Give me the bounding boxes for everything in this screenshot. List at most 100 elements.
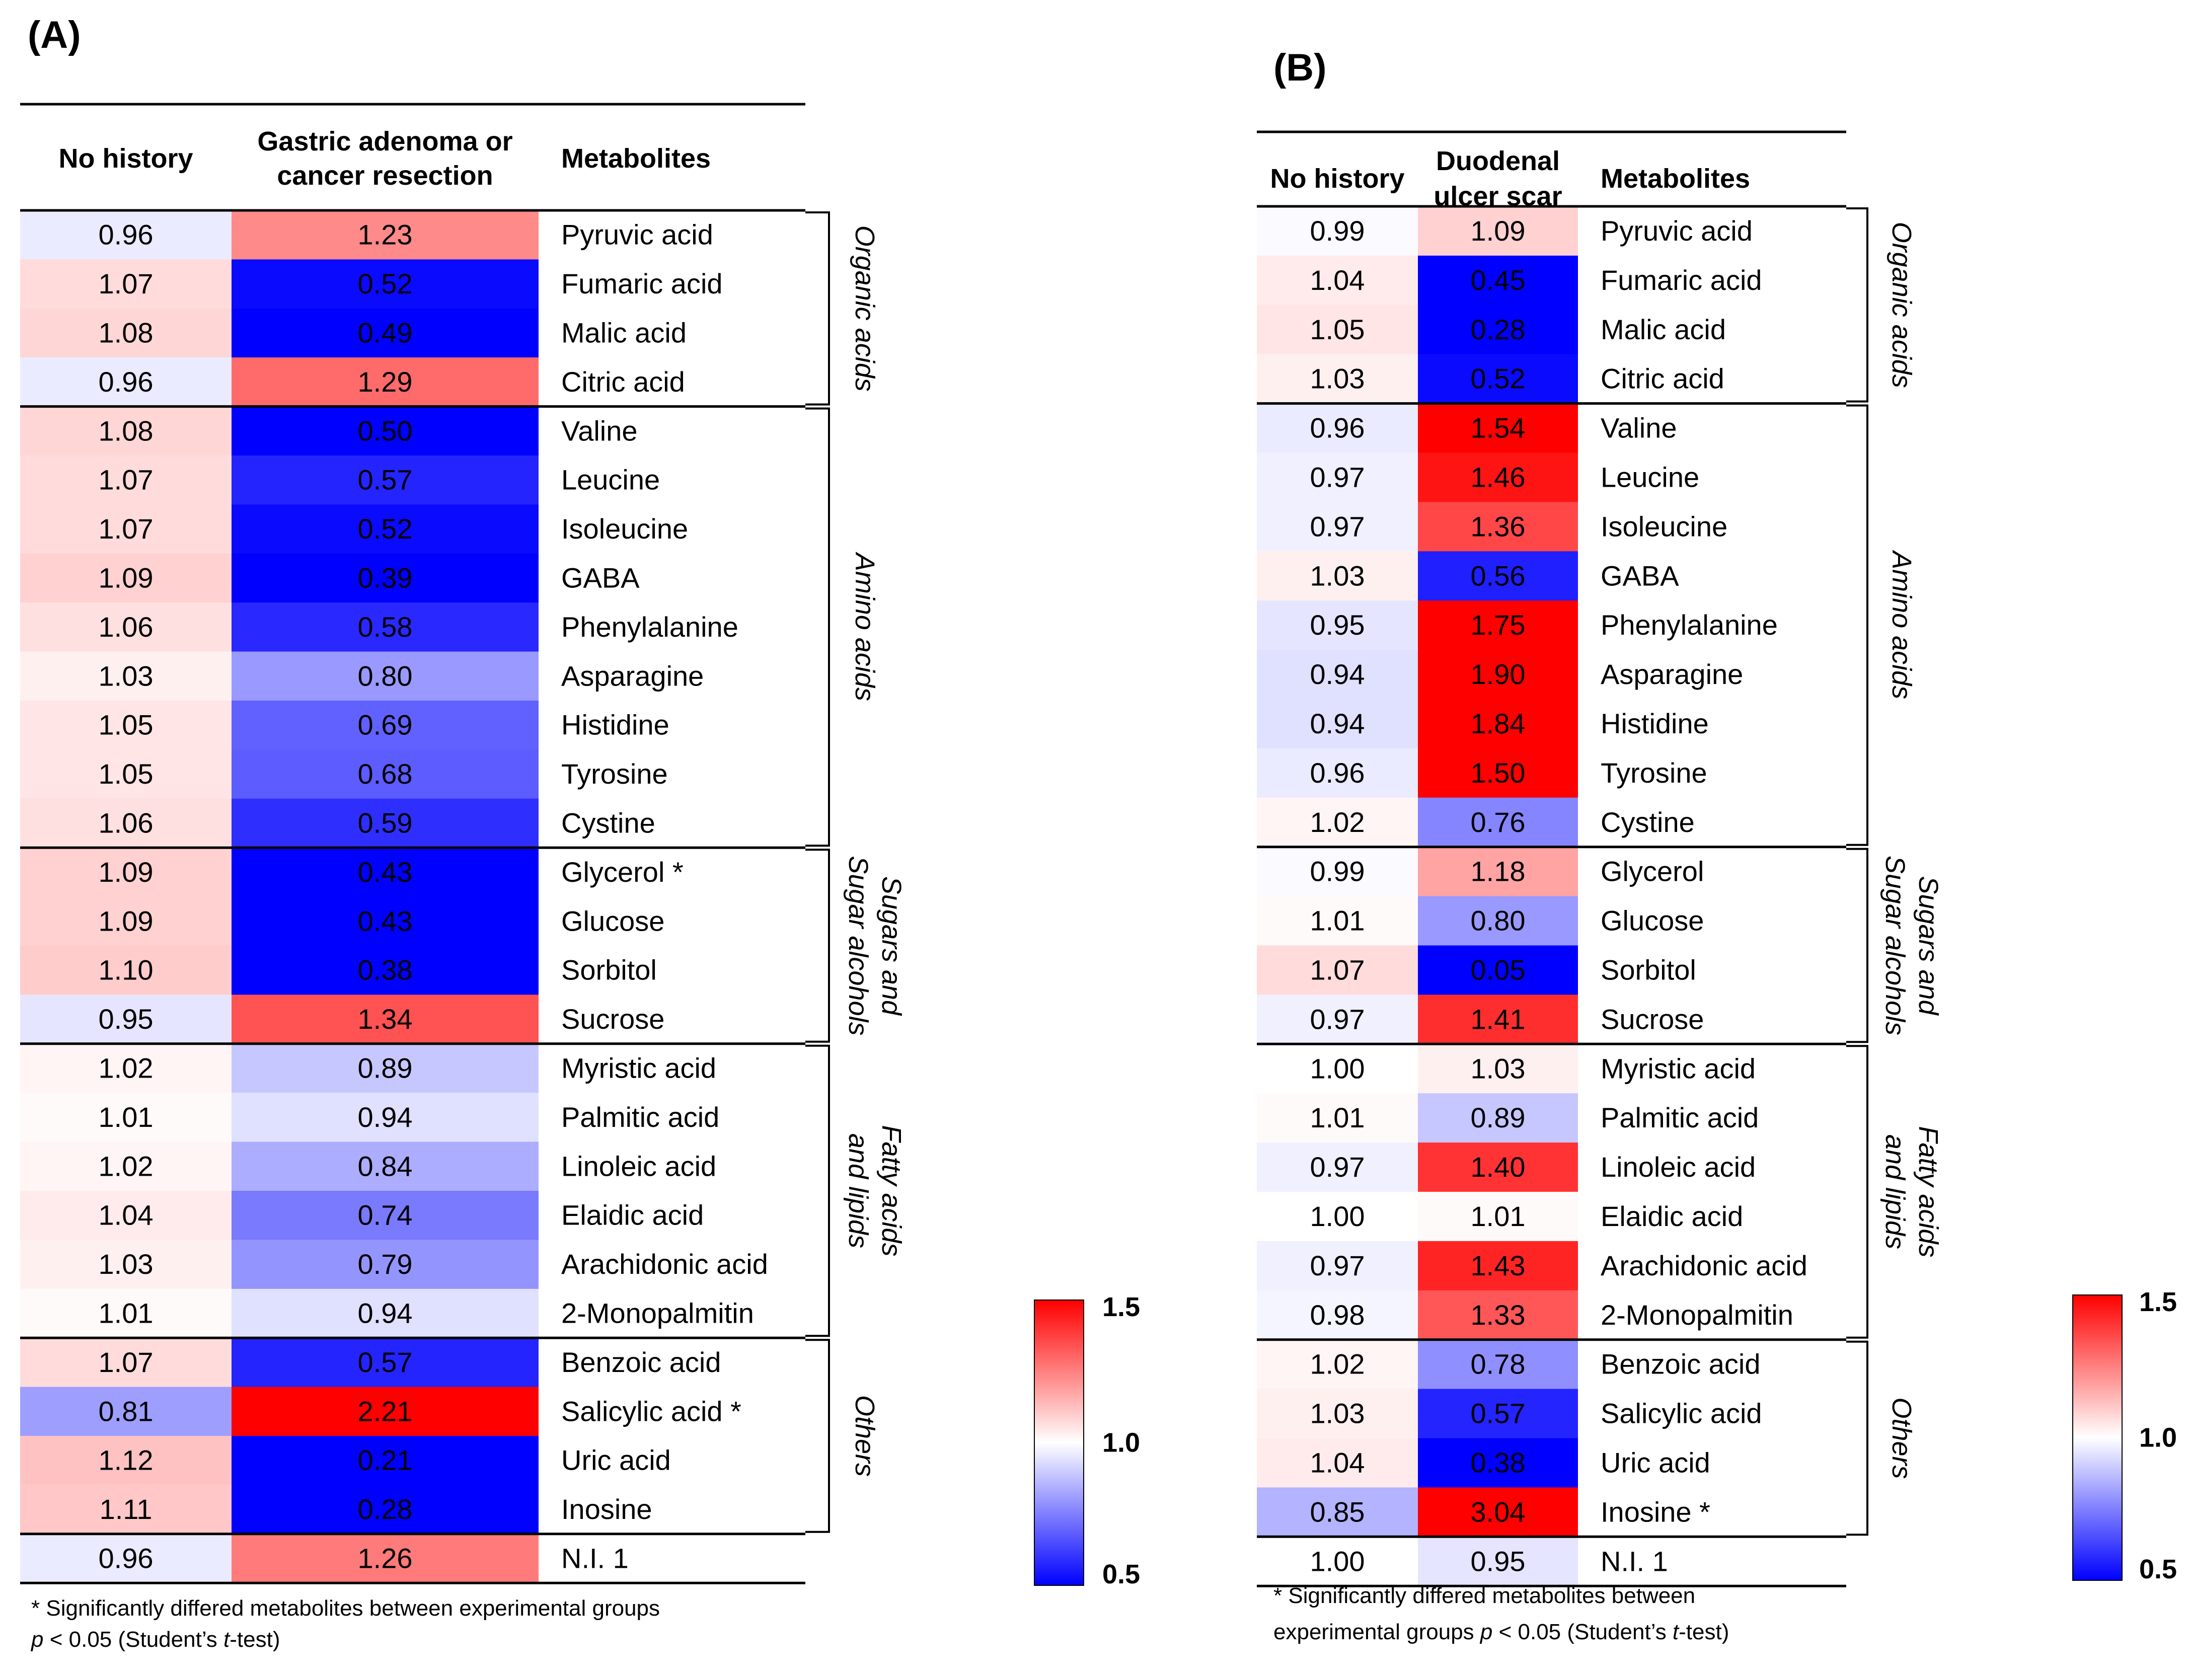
panel-a-value-no-history-linoleic-acid: 1.02 [99, 1150, 154, 1182]
panel-a-value-comparison-2-monopalmitin: 0.94 [358, 1297, 413, 1329]
panel-a-group-label-fatty-acids: Fatty acids [876, 1125, 907, 1256]
panel-b-value-no-history-palmitic-acid: 1.01 [1310, 1102, 1365, 1133]
panel-b-value-no-history-glucose: 1.01 [1310, 905, 1365, 937]
panel-b-value-no-history-fumaric-acid: 1.04 [1310, 264, 1365, 296]
panel-a-cell-comparison-gaba [232, 553, 539, 603]
panel-b-cell-comparison-phenylalanine [1418, 600, 1578, 650]
panel-a-value-no-history-inosine: 1.11 [100, 1493, 153, 1525]
panel-a-metabolite-gaba: GABA [561, 562, 640, 594]
panel-b-metabolite-n-i-1: N.I. 1 [1601, 1545, 1668, 1577]
panel-b-cell-no-history-linoleic-acid [1257, 1142, 1418, 1192]
panel-b-cell-no-history-palmitic-acid [1257, 1093, 1418, 1143]
panel-a-metabolite-benzoic-acid: Benzoic acid [561, 1346, 721, 1378]
panel-a-value-no-history-histidine: 1.05 [99, 709, 154, 741]
panel-a-cell-comparison-leucine [232, 455, 539, 505]
panel-b-metabolite-histidine: Histidine [1601, 708, 1709, 739]
panel-a-value-comparison-benzoic-acid: 0.57 [358, 1346, 413, 1378]
panel-b-group-label-others: Others [1886, 1397, 1917, 1479]
panel-b-colorbar [2072, 1294, 2123, 1581]
panel-b-value-comparison-n-i-1: 0.95 [1471, 1545, 1526, 1577]
panel-b-metabolite-sucrose: Sucrose [1601, 1003, 1704, 1035]
panel-b-value-no-history-phenylalanine: 0.95 [1310, 609, 1365, 641]
panel-b-value-comparison-uric-acid: 0.38 [1471, 1446, 1526, 1478]
panel-b-value-comparison-cystine: 0.76 [1471, 806, 1526, 838]
panel-b-cell-no-history-asparagine [1257, 650, 1418, 700]
panel-b-metabolite-inosine: Inosine * [1601, 1496, 1710, 1528]
panel-b-value-comparison-phenylalanine: 1.75 [1471, 609, 1526, 641]
panel-b-value-comparison-citric-acid: 0.52 [1471, 363, 1526, 395]
panel-a-value-no-history-valine: 1.08 [99, 415, 154, 446]
panel-b-header-metabolites: Metabolites [1601, 164, 1750, 194]
panel-a-group-label-organic-acids: Organic acids [850, 225, 880, 392]
panel-a-cell-no-history-fumaric-acid [20, 259, 232, 309]
panel-b-cell-comparison-salicylic-acid [1418, 1389, 1578, 1439]
panel-a-bracket-amino-acids [805, 407, 830, 847]
panel-a-header-metabolites: Metabolites [561, 143, 711, 174]
panel-a-metabolite-valine: Valine [561, 415, 638, 446]
panel-b-cell-no-history-inosine [1257, 1487, 1418, 1537]
panel-a-value-comparison-uric-acid: 0.21 [358, 1444, 413, 1476]
panel-a-metabolite-glycerol: Glycerol * [561, 856, 684, 888]
panel-b-metabolite-elaidic-acid: Elaidic acid [1601, 1200, 1743, 1232]
panel-b-group-label-fatty-acids: Fatty acids [1913, 1126, 1943, 1257]
panel-b-bracket-fatty-acids-and-lipids [1846, 1045, 1868, 1339]
panel-b-metabolite-citric-acid: Citric acid [1601, 363, 1724, 395]
panel-b-bracket-others [1846, 1340, 1868, 1536]
panel-a-value-comparison-cystine: 0.59 [358, 807, 413, 839]
panel-a-cell-comparison-linoleic-acid [232, 1141, 539, 1191]
panel-b-value-comparison-arachidonic-acid: 1.43 [1471, 1250, 1526, 1281]
panel-b-value-comparison-malic-acid: 0.28 [1471, 314, 1526, 345]
panel-b-cell-comparison-benzoic-acid [1418, 1339, 1578, 1390]
panel-b-value-comparison-sucrose: 1.41 [1471, 1003, 1526, 1035]
panel-b-metabolite-fumaric-acid: Fumaric acid [1601, 264, 1762, 296]
panel-a-cell-no-history-myristic-acid [20, 1043, 232, 1093]
panel-a-cell-no-history-phenylalanine [20, 602, 232, 652]
panel-b-cell-no-history-2-monopalmitin [1257, 1290, 1418, 1340]
panel-b-cell-no-history-malic-acid [1257, 304, 1418, 355]
panel-b-cell-no-history-isoleucine [1257, 502, 1418, 552]
panel-a-metabolite-salicylic-acid: Salicylic acid * [561, 1395, 741, 1427]
panel-a-value-no-history-glucose: 1.09 [99, 905, 154, 937]
panel-a-cell-no-history-cystine [20, 798, 232, 848]
panel-a-value-no-history-arachidonic-acid: 1.03 [99, 1248, 154, 1280]
panel-b-value-comparison-fumaric-acid: 0.45 [1471, 264, 1526, 296]
panel-a-value-no-history-pyruvic-acid: 0.96 [99, 219, 154, 251]
panel-b-header-no-history: No history [1270, 164, 1404, 194]
panel-b-value-comparison-myristic-acid: 1.03 [1471, 1052, 1526, 1084]
panel-b-cell-comparison-sucrose [1418, 995, 1578, 1044]
panel-b-value-comparison-sorbitol: 0.05 [1471, 954, 1526, 985]
panel-b-cell-comparison-n-i-1 [1418, 1537, 1578, 1586]
panel-b-cell-comparison-glucose [1418, 896, 1578, 946]
panel-a-value-no-history-citric-acid: 0.96 [99, 366, 154, 398]
panel-a-cell-comparison-2-monopalmitin [232, 1288, 539, 1338]
panel-b-cell-comparison-isoleucine [1418, 502, 1578, 552]
panel-a-cell-no-history-histidine [20, 701, 232, 750]
panel-a-value-no-history-malic-acid: 1.08 [99, 317, 154, 349]
panel-a-value-no-history-fumaric-acid: 1.07 [99, 268, 154, 299]
panel-b-colorbar-tick-1-0: 1.0 [2139, 1423, 2177, 1453]
panel-a-cell-comparison-cystine [232, 798, 539, 848]
panel-b-cell-comparison-leucine [1418, 452, 1578, 502]
panel-a-footnote-line-1: * Significantly differed metabolites bet… [31, 1596, 660, 1621]
panel-b-metabolite-glycerol: Glycerol [1601, 856, 1704, 887]
panel-a-metabolite-citric-acid: Citric acid [561, 366, 685, 398]
panel-a-cell-comparison-asparagine [232, 651, 539, 701]
panel-b-cell-comparison-elaidic-acid [1418, 1192, 1578, 1242]
panel-a-title: (A) [28, 14, 81, 56]
panel-b-cell-comparison-uric-acid [1418, 1438, 1578, 1488]
panel-b-value-comparison-salicylic-acid: 0.57 [1471, 1398, 1526, 1429]
panel-b-cell-comparison-gaba [1418, 551, 1578, 601]
panel-b-cell-no-history-leucine [1257, 452, 1418, 502]
panel-a-metabolite-inosine: Inosine [561, 1493, 652, 1525]
panel-b-cell-comparison-pyruvic-acid [1418, 206, 1578, 256]
panel-a-cell-no-history-malic-acid [20, 308, 232, 358]
panel-a-cell-comparison-tyrosine [232, 749, 539, 799]
panel-a-value-no-history-n-i-1: 0.96 [99, 1543, 154, 1574]
panel-a-metabolite-sucrose: Sucrose [561, 1003, 664, 1035]
panel-b-cell-no-history-phenylalanine [1257, 600, 1418, 650]
panel-a-header-gastric-adenoma-or-cancer-resection-line-2: cancer resection [277, 161, 493, 191]
panel-a-bracket-fatty-acids-and-lipids [805, 1044, 830, 1337]
panel-a-value-comparison-fumaric-acid: 0.52 [358, 268, 413, 299]
panel-a-cell-no-history-arachidonic-acid [20, 1240, 232, 1289]
panel-a-bracket-others [805, 1339, 830, 1533]
